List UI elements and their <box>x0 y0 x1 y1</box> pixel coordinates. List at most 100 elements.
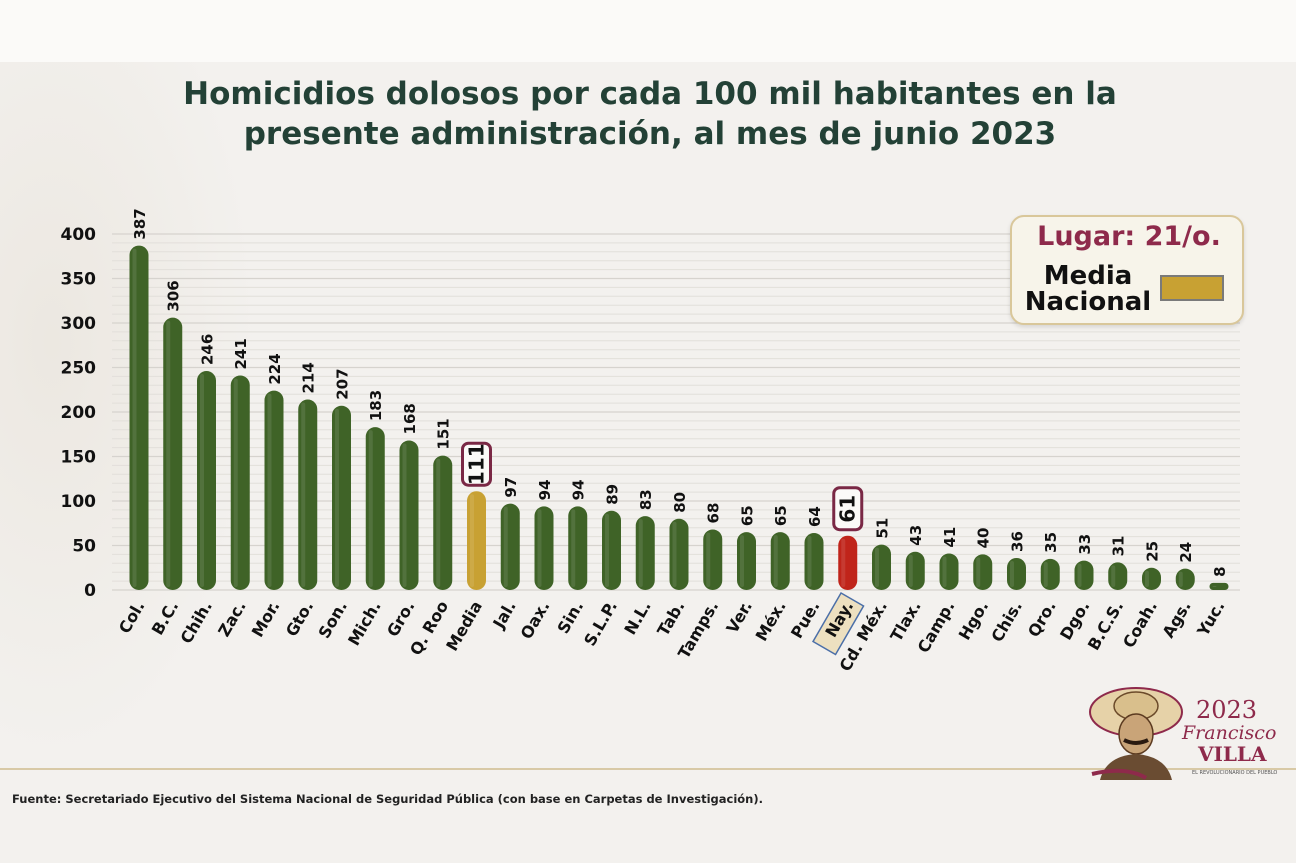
category-label: B.C. <box>148 598 183 639</box>
category-label: Ags. <box>1159 598 1195 642</box>
bar-highlight <box>672 521 677 587</box>
category-label: Zac. <box>214 598 249 640</box>
bar-highlight <box>200 374 204 587</box>
bar <box>602 510 621 590</box>
top-band <box>0 0 1296 62</box>
bar-highlight <box>807 536 812 587</box>
value-label: 51 <box>874 518 892 539</box>
y-tick-label: 100 <box>61 492 97 512</box>
bar-highlight <box>1178 571 1183 587</box>
bar-highlight <box>942 556 947 587</box>
value-label: 24 <box>1177 542 1195 563</box>
bar-highlight <box>470 494 474 587</box>
bar-highlight <box>976 557 981 587</box>
y-tick-label: 250 <box>61 359 97 379</box>
bar-highlight <box>166 320 171 587</box>
bar <box>872 544 891 590</box>
logo-surname: VILLA <box>1198 742 1267 766</box>
bar <box>264 390 284 590</box>
bar <box>568 506 588 590</box>
bar <box>939 553 959 590</box>
category-label: Tab. <box>653 598 688 640</box>
value-label: 36 <box>1009 531 1027 552</box>
bar <box>1074 560 1094 590</box>
bar-highlight <box>537 509 542 587</box>
bar-highlight <box>875 547 879 587</box>
category-label: Méx. <box>752 598 790 645</box>
highlight-category-rect <box>812 592 865 656</box>
bar <box>905 551 925 590</box>
category-label: Chih. <box>176 598 216 647</box>
source-note: Fuente: Secretariado Ejecutivo del Siste… <box>12 792 763 806</box>
y-tick-label: 0 <box>84 581 96 601</box>
category-label: Qro. <box>1024 598 1060 641</box>
bar-highlight <box>1077 563 1082 587</box>
category-label: Mich. <box>344 598 385 649</box>
value-label: 65 <box>772 505 790 526</box>
value-label: 214 <box>300 362 318 393</box>
bar <box>973 554 993 590</box>
value-label: 83 <box>637 489 655 510</box>
chart-title-line-1: Homicidios dolosos por cada 100 mil habi… <box>183 76 1117 112</box>
bar-highlight <box>267 393 272 587</box>
value-label: 94 <box>570 479 588 500</box>
bar <box>365 427 385 590</box>
category-label: Sin. <box>554 598 588 637</box>
bar <box>230 375 250 590</box>
value-label: 8 <box>1211 566 1229 576</box>
bar <box>669 518 689 590</box>
category-label: S.L.P. <box>580 598 621 650</box>
bar <box>737 532 756 590</box>
bar-highlight <box>1010 560 1014 587</box>
legend-box: Lugar: 21/o. Media Nacional <box>1010 215 1244 325</box>
bar <box>163 317 183 590</box>
bar <box>804 533 824 590</box>
legend-rank: Lugar: 21/o. <box>1037 221 1221 252</box>
chart-title-line-2: presente administración, al mes de junio… <box>243 116 1057 152</box>
value-label: 306 <box>165 280 183 311</box>
bar-highlight <box>773 535 778 587</box>
category-label: Jal. <box>489 598 520 633</box>
value-label: 41 <box>941 527 959 548</box>
value-label: 80 <box>671 492 689 513</box>
bar <box>1175 568 1195 590</box>
category-label: Gto. <box>282 598 317 640</box>
bar-highlight <box>908 554 913 587</box>
bar-highlight <box>1111 565 1116 587</box>
bar <box>298 399 318 590</box>
category-label: Col. <box>115 598 149 637</box>
bar <box>1007 557 1026 590</box>
logo-year: 2023 <box>1196 696 1258 724</box>
value-label: 94 <box>536 479 554 500</box>
bar-highlight <box>335 408 339 587</box>
bar <box>635 516 655 590</box>
category-label: Ver. <box>722 598 755 637</box>
highlight-category-box <box>812 592 865 656</box>
y-tick-label: 350 <box>61 270 97 290</box>
category-label: Gro. <box>383 598 419 640</box>
value-label: 111 <box>465 443 489 485</box>
bar <box>399 440 419 590</box>
bar <box>703 529 723 590</box>
value-label: 207 <box>334 368 352 399</box>
bar-highlight <box>436 458 441 587</box>
category-label: N.L. <box>620 598 654 638</box>
bar <box>197 371 216 590</box>
category-label: Chis. <box>987 598 1026 646</box>
bar <box>1108 562 1128 590</box>
bar-highlight <box>706 532 711 587</box>
bar <box>1209 582 1229 590</box>
bar-chart: 0 50 100 150 200 250 300 350 400 387 Col. 306 B.C. 24… <box>61 208 1240 675</box>
highlight-value-box <box>461 441 492 487</box>
bar-highlight <box>132 248 137 587</box>
logo-tagline: EL REVOLUCIONARIO DEL PUEBLO <box>1192 770 1278 776</box>
value-label: 151 <box>435 418 453 449</box>
bar <box>838 535 858 590</box>
value-label: 241 <box>232 338 250 369</box>
bar <box>433 455 453 590</box>
logo-name: Francisco <box>1182 722 1277 744</box>
legend-media-line-1: Media <box>1043 261 1133 291</box>
bar-highlight <box>571 509 576 587</box>
value-label: 40 <box>975 528 993 549</box>
category-label: Yuc. <box>1193 598 1229 641</box>
